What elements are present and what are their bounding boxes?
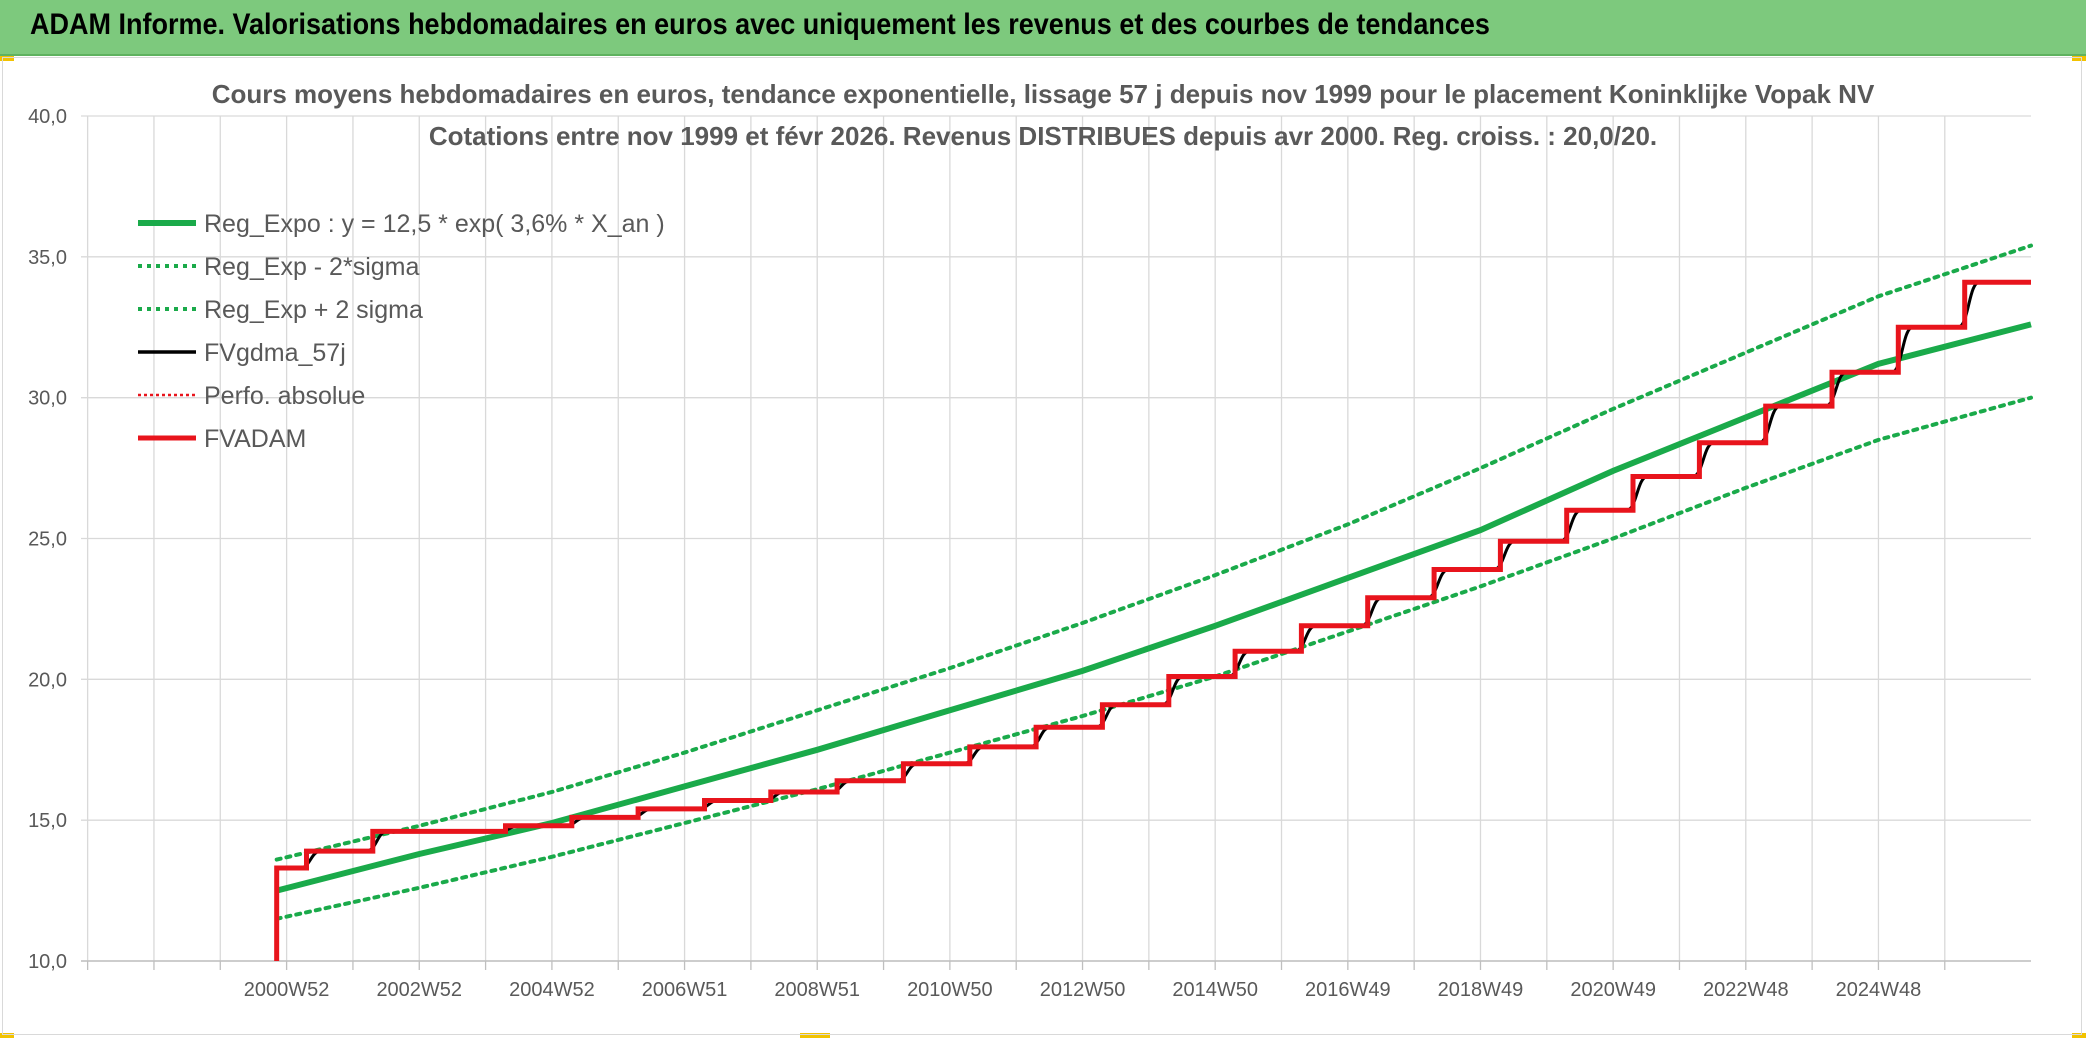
series-reg-plus-line <box>274 243 2033 862</box>
chart-area: 10,0 15,0 20,0 25,0 30,0 35,0 40,0 2000W52 2002W… <box>2 57 2082 1035</box>
legend-label-reg-minus: Reg_Exp - 2*sigma <box>204 253 419 281</box>
x-tick-label: 2002W52 <box>376 979 462 1001</box>
y-tick-label: 30,0 <box>28 388 67 410</box>
series-fvadam-line <box>274 279 2031 962</box>
x-tick-label: 2022W48 <box>1703 979 1789 1001</box>
chart-title: Cours moyens hebdomadaires en euros, ten… <box>212 79 1875 109</box>
axes: 10,0 15,0 20,0 25,0 30,0 35,0 40,0 2000W52 2002W… <box>28 106 2031 1001</box>
y-tick-label: 35,0 <box>28 247 67 269</box>
x-tick-label: 2010W50 <box>907 979 993 1001</box>
y-tick-label: 15,0 <box>28 810 67 832</box>
series-lines <box>274 243 2033 962</box>
x-tick-label: 2008W51 <box>774 979 860 1001</box>
report-banner: ADAM Informe. Valorisations hebdomadaire… <box>0 0 2086 56</box>
x-tick-label: 2004W52 <box>509 979 595 1001</box>
chart-titles: Cours moyens hebdomadaires en euros, ten… <box>212 79 1875 151</box>
y-tick-label: 25,0 <box>28 529 67 551</box>
x-tick-label: 2020W49 <box>1570 979 1656 1001</box>
x-tick-label: 2024W48 <box>1836 979 1922 1001</box>
bottom-left-corner-accent <box>0 1033 14 1038</box>
report-title: ADAM Informe. Valorisations hebdomadaire… <box>30 8 1490 41</box>
x-tick-label: 2006W51 <box>642 979 728 1001</box>
right-corner-accent <box>2072 56 2086 61</box>
bottom-center-accent <box>800 1033 830 1038</box>
chart-subtitle: Cotations entre nov 1999 et févr 2026. R… <box>429 121 1657 151</box>
legend-label-fvadam: FVADAM <box>204 425 306 453</box>
bottom-right-corner-accent <box>2072 1033 2086 1038</box>
chart-svg: 10,0 15,0 20,0 25,0 30,0 35,0 40,0 2000W52 2002W… <box>28 79 2033 1001</box>
x-tick-label: 2012W50 <box>1040 979 1126 1001</box>
legend-label-fvgdma: FVgdma_57j <box>204 339 346 367</box>
y-tick-label: 40,0 <box>28 106 67 128</box>
series-reg-minus-line <box>274 395 2033 921</box>
x-tick-label: 2018W49 <box>1438 979 1524 1001</box>
x-tick-label: 2000W52 <box>244 979 330 1001</box>
x-tick-label: 2014W50 <box>1172 979 1258 1001</box>
y-tick-label: 10,0 <box>28 951 67 973</box>
x-tick-label: 2016W49 <box>1305 979 1391 1001</box>
left-corner-accent <box>0 56 14 61</box>
legend-label-perfo: Perfo. absolue <box>204 382 365 410</box>
legend-label-reg-expo: Reg_Expo : y = 12,5 * exp( 3,6% * X_an ) <box>204 210 665 238</box>
legend: Reg_Expo : y = 12,5 * exp( 3,6% * X_an )… <box>138 210 665 453</box>
grid-lines <box>81 115 2031 962</box>
legend-label-reg-plus: Reg_Exp + 2 sigma <box>204 296 423 324</box>
y-tick-label: 20,0 <box>28 669 67 691</box>
